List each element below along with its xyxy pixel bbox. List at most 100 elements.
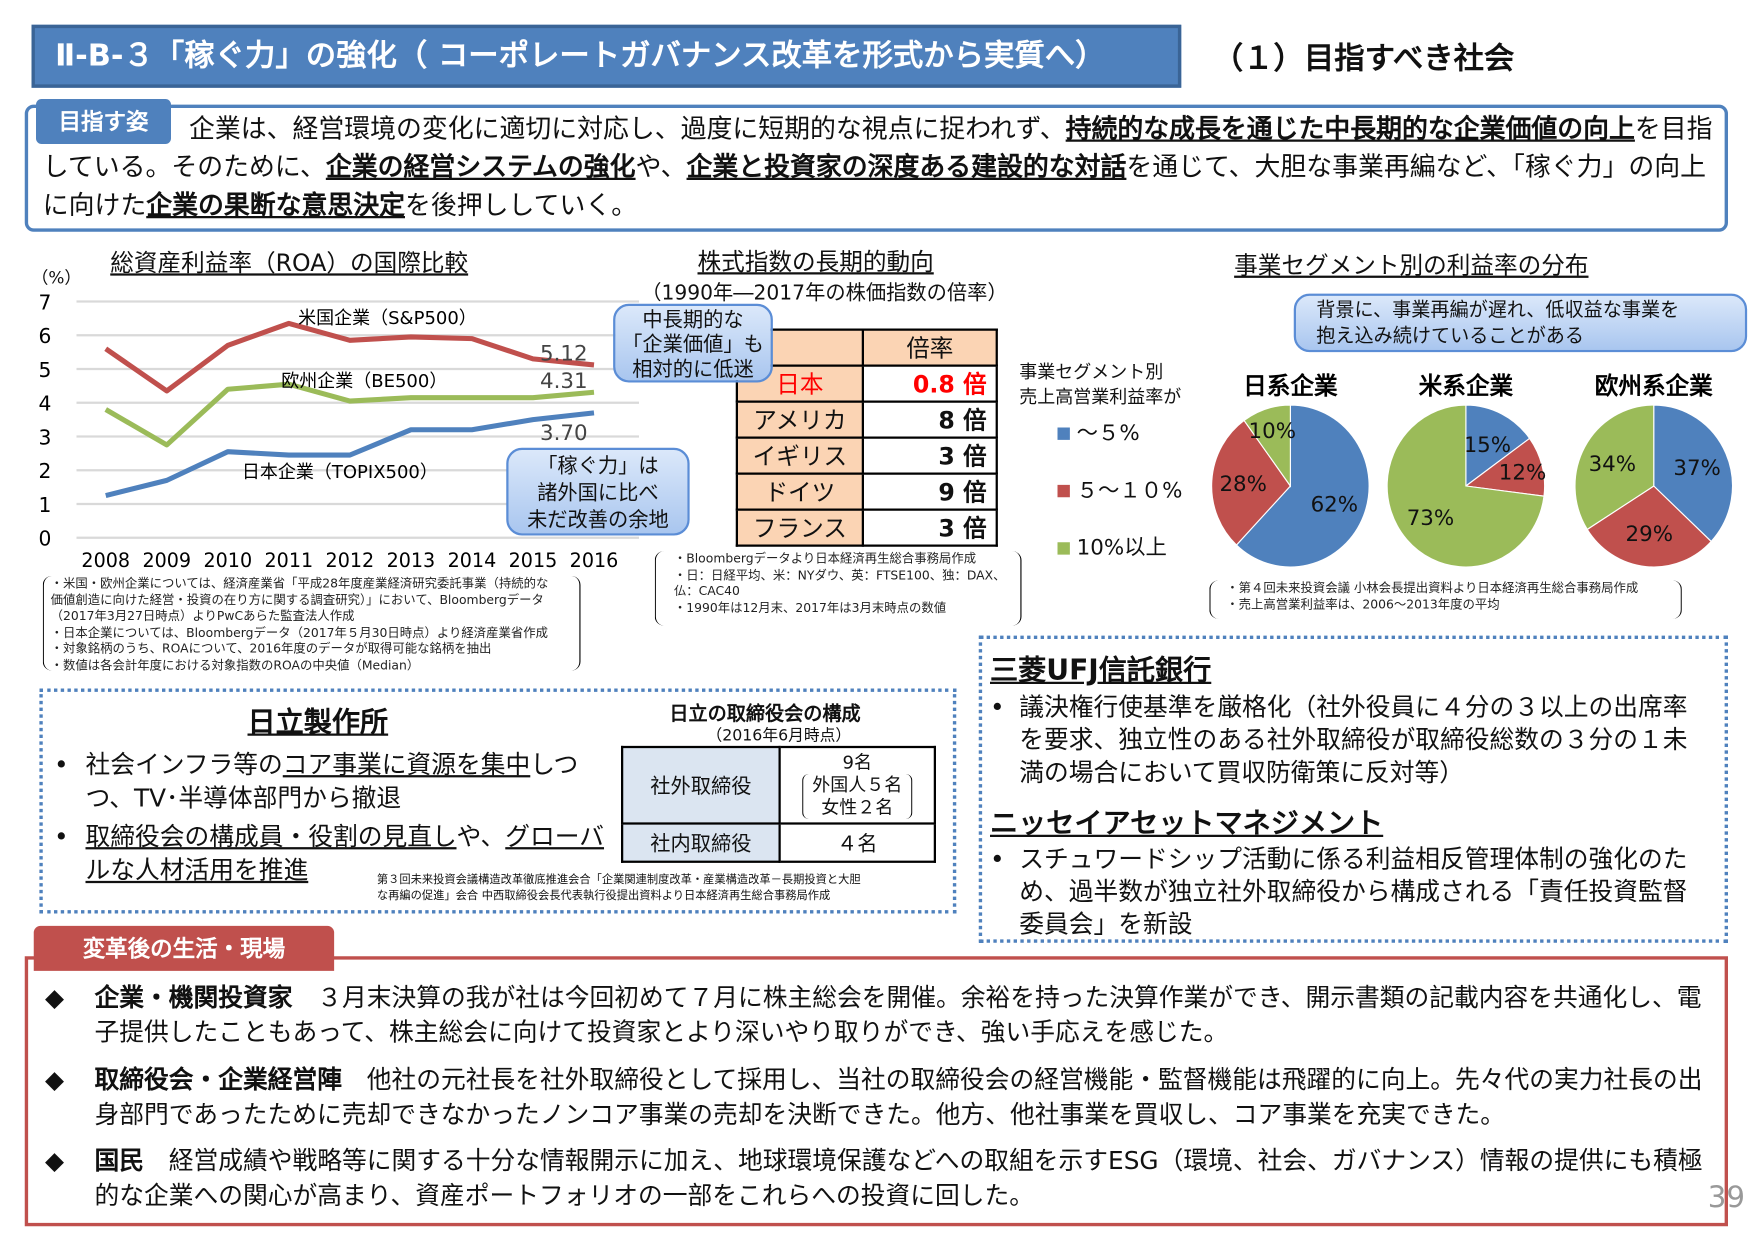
text-segment: しつつ、TV･半導体部門から撤退 (85, 751, 579, 814)
board-date: （2016年6月時点） (706, 726, 852, 745)
legend-label: ～５% (1076, 420, 1140, 446)
country: アメリカ (735, 400, 864, 439)
hitachi-source: 第３回未来投資会議構造改革徹底推進会合「企業関連制度改革・産業構造改革－長期投資… (377, 873, 861, 905)
segment-title: 事業セグメント別の利益率の分布 (1234, 252, 1589, 279)
nissay-title: ニッセイアセットマネジメント (990, 806, 1384, 840)
emphasis-text: 取締役会の構成員・役割の見直し (85, 823, 457, 852)
life-item-head: 国民 (94, 1147, 145, 1176)
text-segment: を後押ししていく。 (405, 191, 638, 221)
goal-text: 企業は、経営環境の変化に適切に対応し、過度に短期的な視点に捉われず、持続的な成長… (43, 110, 1719, 225)
text-segment: を通じて、大胆な事業再編など、「稼ぐ力」の向上に向けた (42, 153, 1707, 221)
pie-slice-label: 28% (1219, 472, 1266, 497)
note-line: ・数値は各会計年度における対象指数のROAの中央値（Median） (50, 657, 420, 673)
segment-legend: ～５% ５～１０% 10%以上 (1057, 416, 1183, 588)
callout-line: 中長期的な (642, 308, 744, 332)
roa-y-unit: （%） (31, 267, 82, 288)
end-value-label: 4.31 (540, 369, 588, 394)
investor-box (978, 635, 1728, 943)
y-tick-label: 6 (39, 324, 52, 348)
x-tick-label: 2008 (81, 549, 130, 572)
multiple: 9 倍 (861, 472, 998, 511)
y-tick-label: 0 (39, 527, 52, 551)
legend-title: 事業セグメント別 売上高営業利益率が (1019, 360, 1181, 410)
page-number: 39 (1707, 1181, 1745, 1215)
life-item-text: 経営成績や戦略等に関する十分な情報開示に加え、地球環境保護などへの取組を示すES… (94, 1147, 1703, 1211)
pie-slice-label: 12% (1499, 460, 1546, 485)
emphasis-text: 企業と投資家の深度ある建設的な対話 (686, 153, 1127, 183)
source-line: 第３回未来投資会議構造改革徹底推進会合「企業関連制度改革・産業構造改革－長期投資… (376, 874, 861, 887)
pie-slice (1211, 419, 1292, 546)
legend-item: ５～１０% (1057, 474, 1182, 531)
x-tick-label: 2016 (570, 549, 619, 572)
x-tick-label: 2010 (203, 549, 252, 572)
y-tick-label: 2 (39, 459, 52, 483)
board-role: 社外取締役 (621, 745, 781, 825)
hitachi-bullet-2: • 取締役会の構成員・役割の見直しや、グローバルな人材活用を推進 (54, 823, 605, 886)
text-segment: 企業は、経営環境の変化に適切に対応し、過度に短期的な視点に捉われず、 (189, 114, 1066, 144)
emphasis-text: コア事業に資源を集中 (282, 751, 531, 780)
note-line: ・Bloombergデータより日本経済再生総合事務局作成 (673, 551, 977, 566)
legend-swatch-icon (1057, 427, 1070, 440)
section-subtitle: （１）目指すべき社会 (1212, 41, 1515, 77)
pie-slice-label: 37% (1673, 456, 1720, 481)
pie-slice (1386, 404, 1545, 568)
slide-title: Ⅱ-B-３「稼ぐ力」の強化（ コーポレートガバナンス改革を形式から実質へ） (31, 24, 1182, 88)
pie-title: 欧州系企業 (1595, 372, 1713, 400)
callout-line: 抱え込み続けていることがある (1316, 325, 1584, 348)
note-line: ・対象銘柄のうち、ROAについて、2016年度のデータが取得可能な銘柄を抽出 (50, 641, 492, 656)
legend-item: 10%以上 (1057, 531, 1183, 588)
note-line: ・米国・欧州企業については、経済産業省「平成28年度産業経済研究委託事業（持続的… (50, 576, 549, 591)
callout-line: 諸外国に比べ (537, 481, 659, 506)
legend-swatch-icon (1057, 484, 1070, 498)
legend-label: 10%以上 (1076, 535, 1167, 561)
x-tick-label: 2011 (265, 549, 314, 572)
stock-row: ドイツ 9 倍 (735, 472, 998, 511)
diamond-bullet-icon: ◆ (45, 1066, 65, 1095)
legend-swatch-icon (1057, 542, 1070, 555)
goal-tab: 目指す姿 (36, 99, 171, 144)
note-line: ・日：日経平均、米：NYダウ、英：FTSE100、独：DAX、 (673, 567, 1006, 583)
multiple: 3 倍 (861, 508, 998, 547)
stock-subtitle: （1990年―2017年の株価指数の倍率） (641, 281, 1008, 305)
end-value-label: 3.70 (540, 421, 588, 446)
roa-callout: 「稼ぐ力」は 諸外国に比べ 未だ改善の余地 (506, 447, 690, 536)
board-count-total: 9名 (842, 751, 872, 773)
pie-slice-label: 15% (1464, 433, 1511, 458)
pie-slice (1653, 404, 1734, 543)
country: フランス (735, 508, 864, 547)
board-detail: 外国人５名 (812, 774, 903, 796)
text-segment: 社会インフラ等の (85, 751, 283, 780)
source-line: な再編の促進」会合 中西取締役会長代表執行役提出資料より日本経済再生総合事務局作… (376, 889, 831, 903)
note-line: ・日本企業については、Bloombergデータ（2017年５月30日時点）より経… (50, 624, 548, 640)
note-line: （2017年3月27日時点）よりPwCあらた監査法人作成 (50, 608, 355, 624)
y-tick-label: 4 (39, 392, 52, 416)
callout-line: 「企業価値」も (622, 333, 764, 357)
multiple: 3 倍 (861, 436, 998, 475)
note-line: ・1990年は12月末、2017年は3月末時点の数値 (673, 600, 947, 615)
nissay-bullet: • スチュワードシップ活動に係る利益相反管理体制の強化のため、過半数が独立社外取締… (990, 844, 1710, 942)
y-tick-label: 5 (39, 358, 52, 382)
life-box (24, 956, 1728, 1227)
roa-chart-title: 総資産利益率（ROA）の国際比較 (110, 249, 469, 277)
life-item-head: 取締役会・企業経営陣 (94, 1066, 343, 1095)
life-item-text: 他社の元社長を社外取締役として採用し、当社の取締役会の経営機能・監督機能は飛躍的… (94, 1066, 1703, 1130)
segment-callout: 背景に、事業再編が遅れ、低収益な事業を 抱え込み続けていることがある (1293, 293, 1748, 353)
country: ドイツ (735, 472, 864, 511)
mufg-bullet: • 議決権行使基準を厳格化（社外役員に４分の３以上の出席率を要求、独立性のある社外… (990, 692, 1710, 790)
life-item-citizen: ◆ 国民 経営成績や戦略等に関する十分な情報開示に加え、地球環境保護などへの取組を… (45, 1144, 1710, 1214)
mufg-title: 三菱UFJ信託銀行 (990, 653, 1212, 687)
segment-pies: 日系企業 62% 28% 10% 米系企業 15%12% 73% 欧州系企業 37% 29% 34% (1211, 372, 1734, 568)
pie-slice-label: 73% (1407, 506, 1454, 531)
note-line: 仏：CAC40 (673, 583, 740, 599)
pie-slice-label: 10% (1249, 419, 1296, 444)
mufg-bullet-text: 議決権行使基準を厳格化（社外役員に４分の３以上の出席率を要求、独立性のある社外取… (1019, 694, 1688, 788)
pie-slice (1464, 437, 1546, 497)
series-label: 米国企業（S&P500） (298, 308, 477, 329)
pie-slice (1243, 404, 1291, 488)
life-item-investor: ◆ 企業・機関投資家 ３月末決算の我が社は今回初めて７月に株主総会を開催。余裕を持… (45, 981, 1710, 1051)
x-tick-label: 2015 (509, 549, 558, 572)
stock-row: イギリス 3 倍 (735, 436, 998, 475)
pie-slice (1235, 404, 1370, 568)
y-tick-label: 3 (39, 425, 52, 449)
multiple: 0.8 倍 (861, 364, 998, 403)
